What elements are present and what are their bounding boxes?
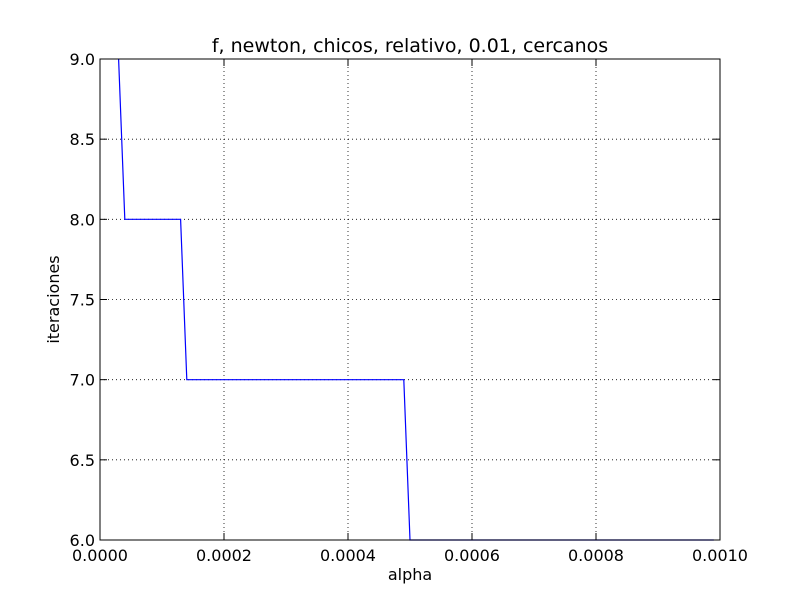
x-tick-label: 0.0000 xyxy=(72,546,128,565)
x-tick-label: 0.0004 xyxy=(320,546,376,565)
grid xyxy=(100,59,720,540)
x-axis-label: alpha xyxy=(388,565,432,584)
x-tick-label: 0.0010 xyxy=(692,546,748,565)
x-tick-label: 0.0008 xyxy=(568,546,624,565)
y-tick-label: 8.0 xyxy=(70,210,95,229)
y-tick-label: 7.0 xyxy=(70,371,95,390)
x-tick-label: 0.0006 xyxy=(444,546,500,565)
y-tick-label: 9.0 xyxy=(70,50,95,69)
ticks: 0.0000 0.0002 0.0004 0.0006 0.0008 0.0010 6.0 6… xyxy=(70,50,748,565)
chart-title: f, newton, chicos, relativo, 0.01, cerca… xyxy=(212,35,608,57)
y-tick-label: 6.5 xyxy=(70,451,95,470)
y-tick-label: 8.5 xyxy=(70,130,95,149)
y-axis-label: iteraciones xyxy=(44,255,63,343)
y-tick-label: 7.5 xyxy=(70,291,95,310)
y-tick-label: 6.0 xyxy=(70,531,95,550)
x-tick-label: 0.0002 xyxy=(196,546,252,565)
